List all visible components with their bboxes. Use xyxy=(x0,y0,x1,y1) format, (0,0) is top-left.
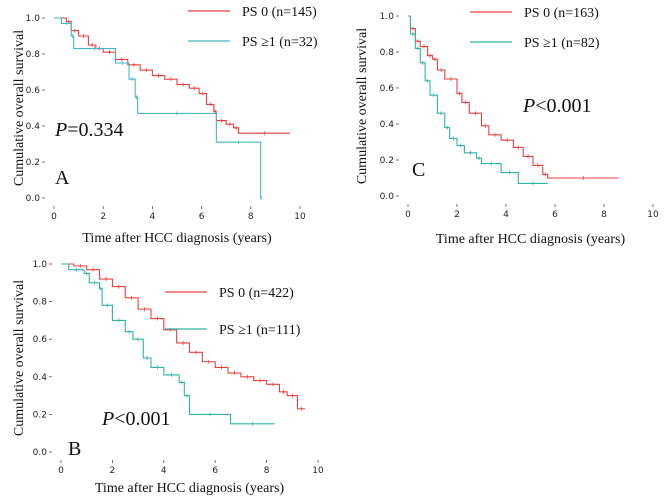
p-value-text: <0.001 xyxy=(114,408,170,430)
y-axis-label: Cumulative overall survival xyxy=(12,30,27,186)
p-value-text: <0.001 xyxy=(535,95,591,117)
panel-c: 0.0 0.2 0.4 0.6 0.8 1.0 0 2 4 6 8 10 Cumulative over… xyxy=(355,6,659,247)
p-value-text: =0.334 xyxy=(67,119,123,141)
panel-letter: A xyxy=(55,167,70,189)
y-tick-label: 0.8 xyxy=(26,50,41,60)
y-axis-label: Cumulative overall survival xyxy=(355,28,370,184)
y-tick-label: 0.8 xyxy=(33,298,48,308)
p-symbol: P xyxy=(54,119,67,141)
y-tick-label: 0.6 xyxy=(33,335,48,345)
x-axis-label: Time after HCC diagnosis (years) xyxy=(95,481,285,496)
x-tick-label: 8 xyxy=(264,466,270,476)
y-tick-label: 0.6 xyxy=(26,86,41,96)
legend-label: PS ≥1 (n=32) xyxy=(242,35,318,50)
panel-b: 0.0 0.2 0.4 0.6 0.8 1.0 0 2 4 6 8 10 Cumulative over… xyxy=(12,260,324,496)
y-tick-label: 0.2 xyxy=(26,158,40,168)
legend-label: PS 0 (n=163) xyxy=(524,6,599,21)
y-tick-label: 1.0 xyxy=(26,14,41,24)
legend-label: PS 0 (n=422) xyxy=(219,286,294,301)
y-tick-label: 1.0 xyxy=(380,12,395,22)
x-tick-label: 4 xyxy=(161,466,167,476)
p-symbol: P xyxy=(101,408,114,430)
y-tick-label: 1.0 xyxy=(33,260,48,270)
x-tick-label: 0 xyxy=(51,212,57,222)
legend-label: PS ≥1 (n=82) xyxy=(524,36,600,51)
y-tick-label: 0.0 xyxy=(26,194,41,204)
p-value: P<0.001 xyxy=(101,408,171,430)
x-tick-label: 6 xyxy=(552,210,558,220)
y-tick-label: 0.0 xyxy=(33,448,48,458)
y-tick-label: 0.4 xyxy=(380,120,395,130)
survival-curve-ps1 xyxy=(61,263,275,425)
legend-label: PS 0 (n=145) xyxy=(242,5,317,20)
p-value: P<0.001 xyxy=(522,95,592,117)
x-tick-label: 2 xyxy=(110,466,116,476)
x-tick-label: 2 xyxy=(100,212,106,222)
p-value: P=0.334 xyxy=(54,119,124,141)
x-tick-label: 10 xyxy=(312,466,324,476)
x-tick-label: 4 xyxy=(150,212,156,222)
y-tick-label: 0.2 xyxy=(380,156,394,166)
p-symbol: P xyxy=(522,95,535,117)
x-tick-label: 6 xyxy=(212,466,218,476)
y-tick-label: 0.8 xyxy=(380,48,395,58)
y-tick-label: 0.6 xyxy=(380,84,395,94)
legend-label: PS ≥1 (n=111) xyxy=(219,323,301,338)
y-tick-label: 0.4 xyxy=(33,373,48,383)
y-tick-label: 0.0 xyxy=(380,192,395,202)
x-tick-label: 6 xyxy=(199,212,205,222)
x-axis-label: Time after HCC diagnosis (years) xyxy=(82,231,272,246)
y-axis-label: Cumulative overall survival xyxy=(12,280,27,436)
x-axis-label: Time after HCC diagnosis (years) xyxy=(436,232,626,247)
x-tick-label: 10 xyxy=(647,210,659,220)
panel-letter: B xyxy=(68,438,81,460)
x-tick-label: 0 xyxy=(405,210,411,220)
x-tick-label: 10 xyxy=(294,212,306,222)
x-tick-label: 8 xyxy=(601,210,607,220)
x-tick-label: 8 xyxy=(248,212,254,222)
y-tick-label: 0.4 xyxy=(26,122,41,132)
survival-curve-ps1 xyxy=(54,17,262,199)
x-tick-label: 4 xyxy=(503,210,509,220)
y-tick-label: 0.2 xyxy=(33,410,47,420)
x-tick-label: 0 xyxy=(58,466,64,476)
panel-a: 0.0 0.2 0.4 0.6 0.8 1.0 0 2 4 6 8 10 Cumulative over… xyxy=(12,5,318,246)
panel-letter: C xyxy=(412,159,425,181)
x-tick-label: 2 xyxy=(454,210,460,220)
